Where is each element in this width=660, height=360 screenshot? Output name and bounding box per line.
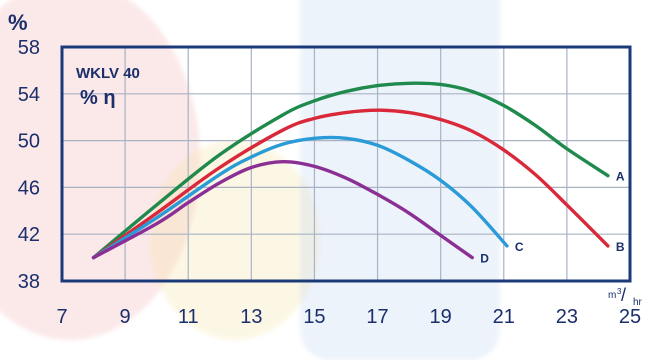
chart-subtitle: % η [80, 87, 116, 109]
x-tick-label: 21 [493, 306, 515, 327]
series-label-d: D [480, 252, 489, 266]
grid-lines [62, 47, 630, 281]
x-tick-label: 7 [56, 306, 67, 327]
y-tick-label: 58 [18, 37, 40, 59]
series-label-b: B [616, 240, 625, 254]
series-labels: A B C D [480, 170, 625, 266]
x-tick-labels: 7 9 11 13 15 17 19 21 23 25 [56, 306, 641, 327]
x-axis-unit-base: m [608, 290, 616, 301]
x-tick-label: 11 [178, 306, 199, 327]
y-tick-label: 42 [18, 224, 40, 246]
x-tick-label: 23 [556, 306, 578, 327]
chart-title: WKLV 40 [76, 65, 140, 82]
background-blue-shape [300, 0, 500, 360]
efficiency-chart: % WKLV 40 % η A B C D 58 54 50 46 42 38 7 9 11 13 15… [8, 10, 643, 327]
x-tick-label: 17 [366, 306, 388, 327]
series-line-b [91, 108, 610, 260]
x-tick-label: 13 [240, 306, 262, 327]
y-tick-label: 46 [18, 177, 40, 199]
x-axis-unit-slash: / [621, 285, 626, 305]
plot-frame [60, 45, 632, 283]
series-label-c: C [515, 240, 524, 254]
series-line-a [91, 81, 610, 260]
x-axis-unit-exponent: 3 [617, 287, 622, 296]
y-tick-label: 50 [18, 131, 40, 153]
x-tick-label: 15 [303, 306, 325, 327]
x-tick-label: 19 [430, 306, 452, 327]
y-axis-unit-label: % [8, 10, 28, 35]
x-axis-unit-label: m 3 / hr [608, 285, 643, 308]
series-line-d [91, 159, 474, 260]
series-lines [91, 81, 610, 260]
y-tick-label: 54 [18, 84, 40, 106]
series-label-a: A [616, 170, 625, 184]
y-tick-label: 38 [18, 271, 40, 293]
series-line-c [91, 135, 509, 260]
x-tick-label: 9 [120, 306, 131, 327]
x-tick-label: 25 [619, 306, 641, 327]
y-tick-labels: 58 54 50 46 42 38 [18, 37, 40, 293]
x-axis-unit-denominator: hr [633, 297, 643, 308]
